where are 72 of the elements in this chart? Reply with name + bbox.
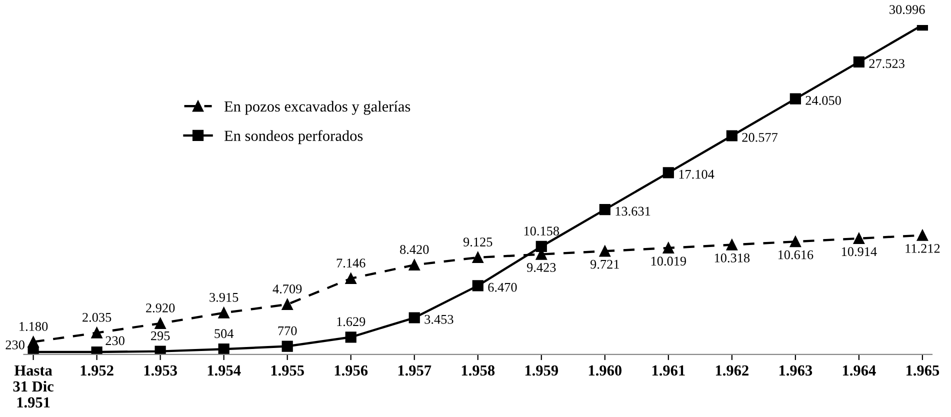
data-label: 2.920 [146, 304, 175, 312]
x-tick-label: 1.954 [208, 365, 241, 376]
data-label: 10.019 [651, 256, 686, 266]
point [345, 272, 356, 284]
data-label: 770 [278, 326, 297, 336]
point [726, 239, 738, 250]
point [408, 259, 420, 271]
x-tick-label: 1.960 [588, 365, 622, 376]
x-tick-label: 1.952 [80, 365, 114, 376]
data-label: 24.050 [806, 96, 841, 105]
x-tick-label: 1.958 [462, 365, 495, 376]
point [726, 130, 738, 142]
data-label: 230 [6, 340, 24, 350]
point [218, 307, 230, 318]
data-label: 1.629 [337, 317, 366, 326]
data-label: 504 [214, 329, 234, 338]
data-label: 295 [151, 331, 170, 340]
data-label: 10.158 [524, 226, 560, 236]
point [472, 280, 484, 292]
x-tick-label: 1.964 [842, 365, 876, 376]
data-label: 3.453 [424, 314, 454, 324]
data-label: 27.523 [869, 59, 904, 68]
data-label: 3.915 [210, 292, 238, 302]
x-tick-label: Hasta 31 Dic 1.951 [13, 365, 54, 408]
point [853, 56, 864, 68]
point [662, 242, 674, 254]
point [154, 346, 166, 354]
data-label: 9.721 [590, 260, 619, 269]
data-label: 2.035 [82, 312, 112, 322]
point [472, 252, 484, 264]
data-label: 9.423 [526, 263, 556, 272]
point [599, 204, 610, 216]
point [853, 232, 864, 244]
point [345, 332, 356, 343]
point [282, 298, 293, 310]
point [91, 327, 102, 338]
legend-label: En pozos excavados y galerías [224, 100, 410, 115]
x-tick-label: 1.962 [716, 365, 748, 376]
point [536, 240, 547, 252]
point [154, 318, 166, 329]
data-label: 13.631 [616, 206, 650, 216]
data-label: 1.180 [20, 322, 48, 331]
x-tick-label: 1.959 [525, 365, 558, 376]
data-label: 11.212 [906, 244, 940, 253]
data-label: 10.914 [842, 247, 877, 256]
point [599, 246, 610, 257]
data-label: 230 [106, 336, 124, 346]
x-tick-label: 1.957 [398, 365, 432, 376]
legend-label: En sondeos perforados [224, 130, 363, 144]
point [790, 93, 801, 104]
x-tick-label: 1.961 [652, 365, 685, 376]
data-label: 10.318 [714, 254, 750, 262]
data-label: 10.616 [778, 250, 814, 260]
data-label: 4.709 [272, 284, 302, 294]
data-label: 7.146 [336, 258, 366, 268]
x-tick-label: 1.963 [779, 365, 812, 376]
x-tick-label: 1.955 [271, 365, 304, 376]
data-label: 9.125 [463, 238, 492, 247]
point [790, 236, 801, 248]
point [218, 344, 230, 354]
data-label: 8.420 [400, 245, 429, 254]
data-label: 6.470 [488, 282, 517, 292]
data-label: 30.996 [890, 5, 925, 14]
x-tick-label: 1.965 [906, 365, 940, 376]
data-label: 20.577 [742, 132, 778, 142]
point [916, 230, 928, 241]
point [408, 312, 420, 324]
point [662, 167, 674, 178]
x-tick-label: 1.956 [334, 365, 368, 376]
x-tick-label: 1.953 [144, 365, 177, 376]
point [282, 340, 293, 352]
data-label: 17.104 [679, 170, 714, 179]
